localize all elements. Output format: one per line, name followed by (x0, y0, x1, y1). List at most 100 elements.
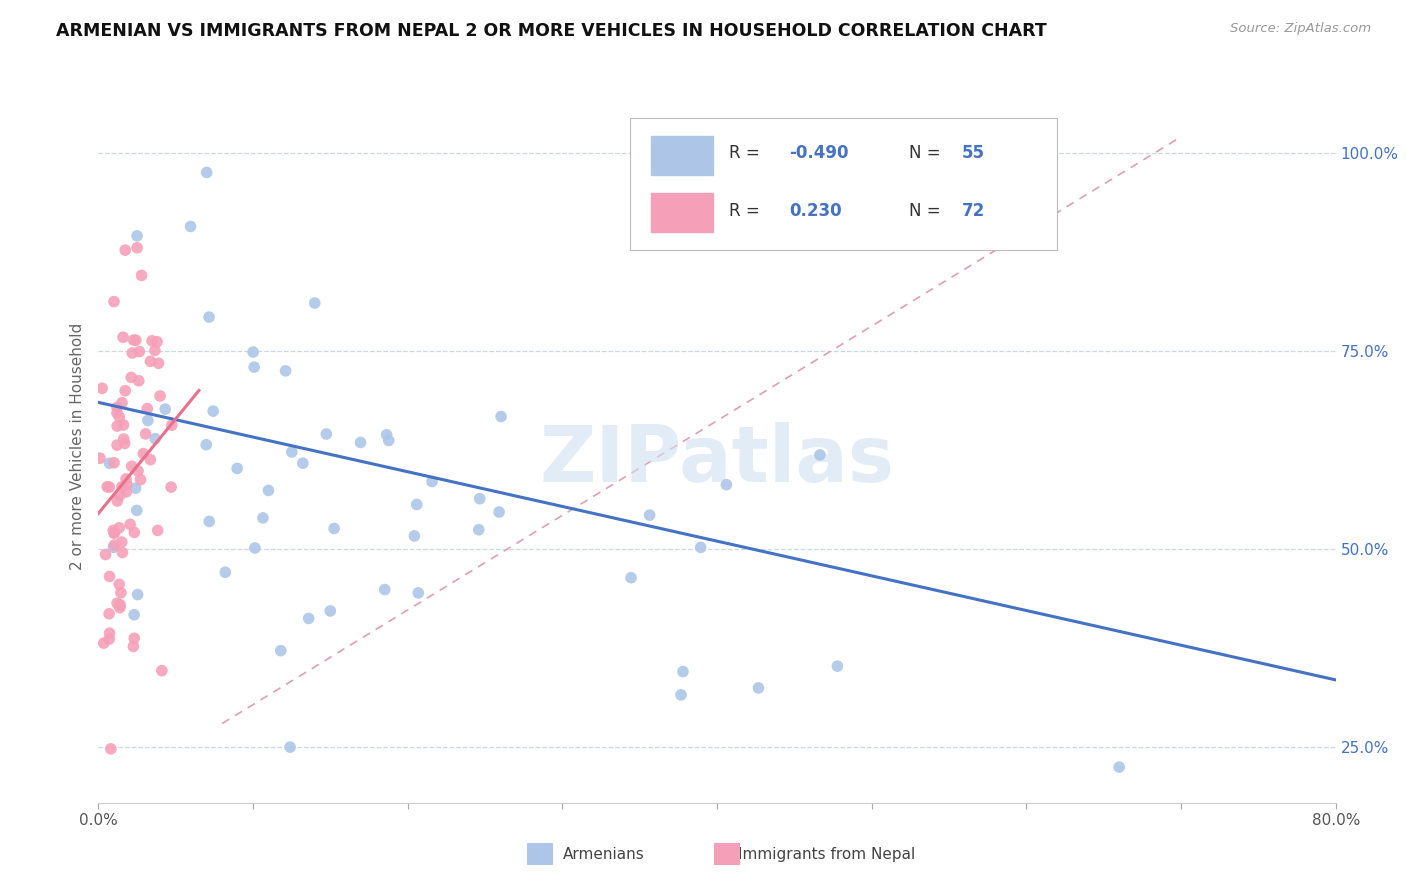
Point (111, 395, 134, 409)
Point (127, 464, 149, 478)
Text: R =: R = (730, 145, 765, 162)
Point (214, 566, 236, 580)
Point (114, 243, 136, 257)
Point (468, 491, 491, 506)
Point (620, 571, 643, 585)
Point (323, 522, 346, 536)
Point (143, 432, 166, 446)
Point (127, 228, 149, 243)
Point (195, 165, 218, 179)
Point (139, 354, 162, 368)
Point (96, 480, 118, 494)
Point (121, 346, 143, 360)
Point (114, 384, 136, 398)
Point (672, 665, 695, 679)
Text: N =: N = (908, 202, 946, 219)
Point (108, 600, 131, 615)
Point (89, 451, 111, 466)
Point (146, 334, 169, 349)
Point (155, 402, 177, 417)
Point (128, 344, 150, 359)
Point (180, 219, 202, 234)
Y-axis label: 2 or more Vehicles in Household: 2 or more Vehicles in Household (70, 322, 86, 570)
Point (98, 632, 121, 646)
Text: 72: 72 (962, 202, 986, 219)
Point (252, 511, 274, 525)
Point (124, 525, 146, 540)
Point (242, 345, 264, 359)
Point (115, 477, 138, 491)
Point (120, 517, 142, 532)
Point (148, 356, 170, 370)
Point (243, 360, 266, 375)
Point (132, 447, 155, 461)
Text: Armenians: Armenians (562, 847, 644, 862)
Point (129, 473, 152, 487)
Point (136, 413, 159, 427)
Point (108, 489, 131, 503)
Point (274, 364, 297, 378)
Point (243, 541, 266, 555)
Point (808, 448, 831, 462)
Text: Immigrants from Nepal: Immigrants from Nepal (738, 847, 915, 862)
Point (226, 461, 249, 475)
Point (315, 427, 337, 442)
Point (689, 541, 711, 555)
Point (488, 505, 510, 519)
Text: R =: R = (730, 202, 765, 219)
Point (108, 521, 131, 535)
Point (128, 374, 150, 388)
Point (114, 436, 136, 450)
Point (122, 333, 145, 347)
Point (91, 381, 114, 395)
Point (408, 586, 430, 600)
Point (105, 494, 128, 508)
Point (112, 330, 135, 344)
Point (150, 664, 173, 678)
Point (108, 577, 131, 591)
Point (124, 481, 146, 495)
Point (98, 456, 121, 470)
Point (405, 498, 427, 512)
Point (281, 445, 304, 459)
Point (278, 740, 301, 755)
Point (103, 538, 125, 552)
Point (105, 596, 128, 610)
Point (94, 548, 117, 562)
Point (141, 334, 163, 348)
Bar (651, 136, 713, 175)
Point (747, 681, 769, 695)
Point (127, 241, 149, 255)
Point (98, 607, 121, 621)
Bar (651, 193, 713, 232)
Point (125, 503, 148, 517)
Point (349, 435, 371, 450)
Point (93, 636, 115, 650)
Point (111, 480, 134, 494)
Point (103, 294, 125, 309)
Point (105, 401, 128, 415)
Text: 55: 55 (962, 145, 986, 162)
Point (202, 404, 225, 418)
Point (135, 426, 157, 441)
Point (467, 523, 489, 537)
Point (139, 452, 162, 467)
Point (298, 611, 321, 625)
Point (195, 438, 218, 452)
Point (98, 626, 121, 640)
Text: ZIPatlas: ZIPatlas (540, 422, 894, 499)
Point (160, 418, 183, 433)
Point (115, 472, 138, 486)
Point (669, 688, 692, 702)
Point (110, 586, 132, 600)
Point (112, 417, 135, 432)
Point (404, 529, 426, 543)
Point (270, 643, 292, 657)
Point (127, 588, 149, 602)
Point (122, 640, 145, 654)
Point (105, 438, 128, 452)
Point (136, 401, 159, 416)
Point (160, 480, 183, 494)
Point (375, 427, 398, 442)
Point (105, 419, 128, 434)
